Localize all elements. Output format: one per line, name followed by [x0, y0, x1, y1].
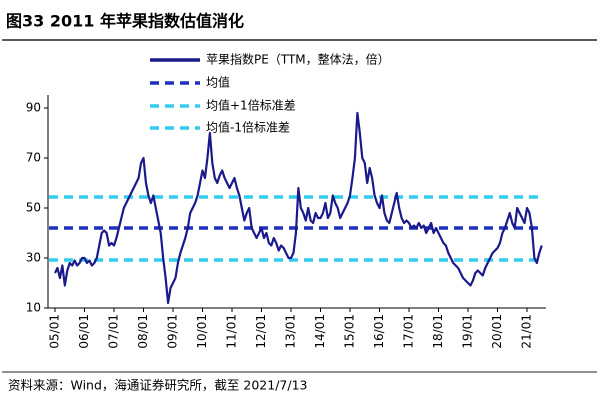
x-tick-label: 17/01: [402, 314, 416, 349]
x-tick-label: 11/01: [225, 314, 239, 349]
source-note: 资料来源：Wind，海通证券研究所，截至 2021/7/13: [8, 378, 307, 393]
legend-label: 均值: [206, 75, 230, 90]
x-tick-label: 12/01: [254, 314, 268, 349]
x-tick-label: 10/01: [195, 314, 209, 349]
x-tick-label: 14/01: [313, 314, 327, 349]
x-tick-label: 06/01: [77, 314, 91, 349]
legend-label: 均值-1倍标准差: [206, 120, 290, 135]
y-tick-label: 50: [26, 201, 41, 215]
y-tick-label: 70: [26, 151, 41, 165]
x-tick-label: 19/01: [461, 314, 475, 349]
x-tick-label: 21/01: [520, 314, 534, 349]
x-tick-label: 05/01: [48, 314, 62, 349]
y-tick-label: 10: [26, 301, 41, 315]
x-tick-label: 18/01: [431, 314, 445, 349]
x-tick-label: 07/01: [107, 314, 121, 349]
legend-label: 苹果指数PE（TTM，整体法，倍）: [206, 52, 390, 67]
y-tick-label: 90: [26, 101, 41, 115]
pe-line: [54, 111, 543, 305]
x-tick-label: 09/01: [166, 314, 180, 349]
y-tick-label: 30: [26, 251, 41, 265]
legend-label: 均值+1倍标准差: [206, 98, 296, 113]
x-tick-label: 20/01: [490, 314, 504, 349]
x-tick-label: 08/01: [136, 314, 150, 349]
x-tick-label: 15/01: [343, 314, 357, 349]
chart-title: 图33 2011 年苹果指数估值消化: [6, 12, 244, 31]
x-tick-label: 13/01: [284, 314, 298, 349]
x-tick-label: 16/01: [372, 314, 386, 349]
